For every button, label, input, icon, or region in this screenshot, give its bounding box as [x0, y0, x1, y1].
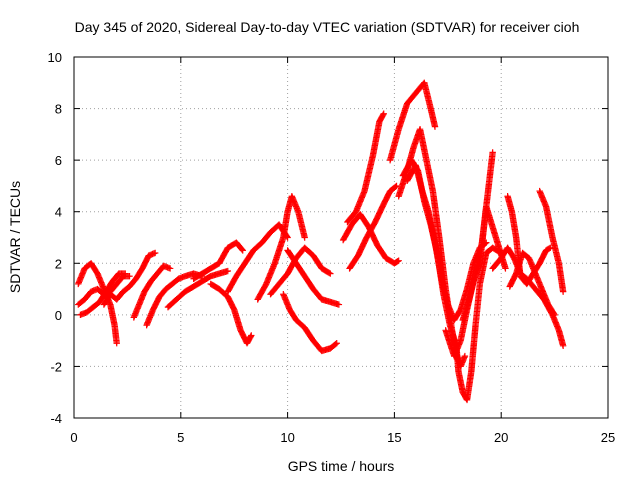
- y-tick-label: 4: [55, 205, 62, 220]
- series-track-u: [404, 162, 490, 324]
- series-track-c: [77, 270, 129, 319]
- series-track-n: [284, 247, 343, 308]
- data-point: [392, 183, 399, 190]
- data-marks: [75, 79, 567, 404]
- series-track-o: [344, 110, 387, 226]
- series-track-k: [254, 193, 308, 303]
- data-point: [551, 311, 558, 319]
- axis-ticks: [73, 56, 609, 419]
- data-point: [393, 182, 400, 190]
- data-point: [559, 342, 567, 349]
- chart-title: Day 345 of 2020, Sidereal Day-to-day VTE…: [75, 19, 580, 35]
- grid: [74, 57, 608, 418]
- series-track-j: [224, 221, 291, 295]
- series-track-h: [190, 239, 246, 282]
- series-track-m: [280, 291, 340, 355]
- data-point: [301, 234, 308, 241]
- data-point: [327, 270, 334, 277]
- data-point: [489, 149, 496, 156]
- data-point: [333, 340, 340, 347]
- data-point: [335, 301, 343, 308]
- data-point: [126, 272, 133, 280]
- data-point: [380, 110, 387, 117]
- x-tick-label: 5: [177, 430, 184, 445]
- x-tick-label: 10: [280, 430, 294, 445]
- data-point: [113, 340, 120, 347]
- y-tick-label: -2: [50, 359, 62, 374]
- series-track-w: [459, 203, 509, 324]
- data-point: [332, 340, 339, 348]
- series-track-g: [164, 267, 231, 311]
- series-track-aa: [536, 187, 567, 295]
- y-tick-label: 10: [48, 50, 62, 65]
- y-tick-label: 2: [55, 256, 62, 271]
- y-axis-label: SDTVAR / TECUs: [7, 181, 23, 293]
- series-track-i: [207, 280, 255, 347]
- data-point: [394, 258, 401, 265]
- data-point: [239, 247, 246, 254]
- plot-frame: [73, 56, 609, 419]
- y-tick-label: -4: [50, 411, 62, 426]
- data-point: [550, 310, 558, 317]
- data-point: [238, 246, 246, 253]
- data-point: [379, 111, 387, 119]
- data-point: [224, 267, 231, 275]
- y-tick-label: 0: [55, 308, 62, 323]
- series-track-f: [143, 270, 206, 329]
- series-track-q: [339, 211, 402, 267]
- x-tick-label: 15: [387, 430, 401, 445]
- series-track-l: [267, 244, 334, 298]
- x-tick-labels: 0 5 10 15 20 25: [70, 430, 615, 445]
- series-track-e: [130, 262, 174, 321]
- x-axis-label: GPS time / hours: [288, 458, 395, 474]
- data-point: [502, 265, 509, 272]
- series-track-r: [386, 79, 439, 164]
- data-point: [122, 270, 129, 277]
- data-point: [395, 257, 402, 264]
- y-tick-labels: -4 -2 0 2 4 6 8 10: [48, 50, 62, 426]
- y-tick-label: 8: [55, 102, 62, 117]
- data-point: [326, 269, 333, 277]
- data-point: [461, 352, 469, 360]
- data-point: [247, 333, 254, 340]
- series-track-z: [506, 249, 558, 319]
- data-point: [559, 288, 567, 295]
- data-point: [248, 332, 255, 339]
- series-track-s: [395, 126, 469, 370]
- series-track-d: [100, 249, 159, 308]
- x-tick-label: 0: [70, 430, 77, 445]
- data-point: [151, 249, 159, 257]
- data-point: [166, 265, 174, 272]
- data-point: [546, 245, 553, 252]
- x-tick-label: 25: [601, 430, 615, 445]
- x-tick-label: 20: [494, 430, 508, 445]
- y-tick-label: 6: [55, 153, 62, 168]
- data-point: [431, 123, 439, 130]
- series-track-p: [346, 182, 400, 272]
